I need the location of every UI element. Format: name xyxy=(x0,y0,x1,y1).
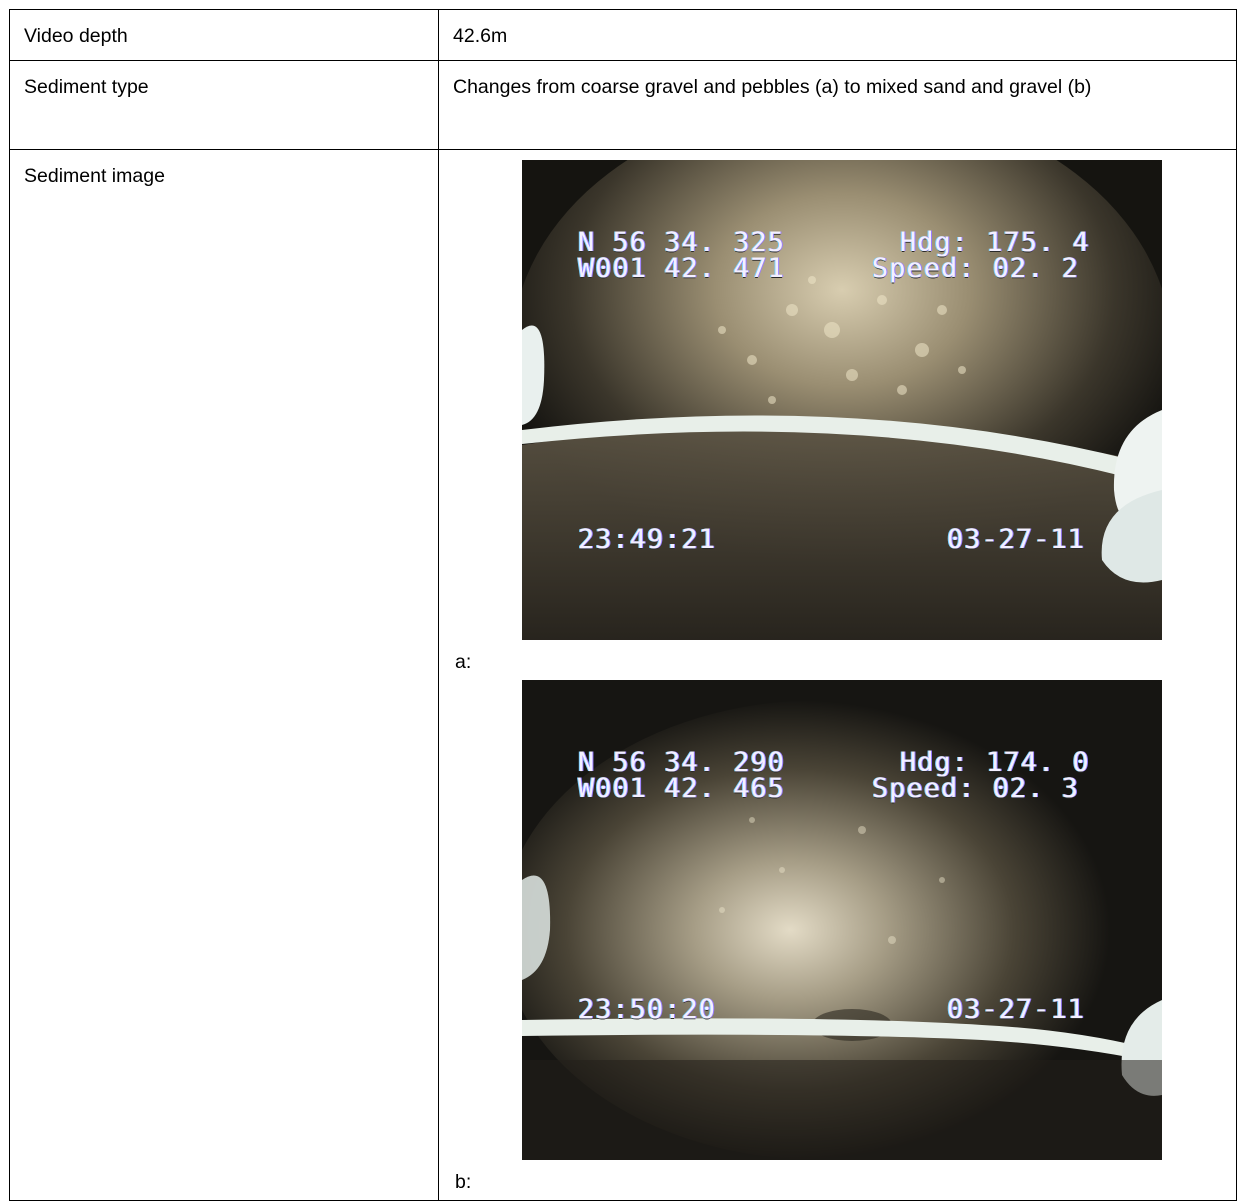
osd-time: 23:49:21 xyxy=(578,524,717,555)
osd-heading: Hdg: 175. 4 xyxy=(900,227,1090,258)
label-cell: Sediment image xyxy=(9,149,439,1201)
sediment-type-label: Sediment type xyxy=(24,76,149,98)
sediment-type-value: Changes from coarse gravel and pebbles (… xyxy=(453,76,1092,98)
value-cell: Changes from coarse gravel and pebbles (… xyxy=(438,60,1237,150)
osd-time: 23:50:20 xyxy=(578,994,717,1025)
caption-b: b: xyxy=(455,1171,472,1193)
video-depth-label: Video depth xyxy=(24,25,128,47)
seafloor-scene-a xyxy=(522,160,1162,640)
video-depth-value: 42.6m xyxy=(453,25,508,47)
row-sediment-image: Sediment image xyxy=(9,149,1237,1201)
osd-speed: Speed: 02. 2 xyxy=(872,253,1080,284)
osd-heading: Hdg: 174. 0 xyxy=(900,747,1090,778)
osd-date: 03-27-11 xyxy=(947,994,1086,1025)
label-cell: Video depth xyxy=(9,9,439,61)
label-cell: Sediment type xyxy=(9,60,439,150)
osd-longitude: W001 42. 471 xyxy=(578,253,786,284)
osd-speed: Speed: 02. 3 xyxy=(872,773,1080,804)
caption-a: a: xyxy=(455,651,472,673)
osd-date: 03-27-11 xyxy=(947,524,1086,555)
osd-latitude: N 56 34. 325 xyxy=(578,227,786,258)
value-cell: 42.6m xyxy=(438,9,1237,61)
osd-longitude: W001 42. 465 xyxy=(578,773,786,804)
sediment-image-label: Sediment image xyxy=(24,165,165,187)
image-cell: N 56 34. 325 W001 42. 471 Hdg: 175. 4 Sp… xyxy=(438,149,1237,1201)
sediment-table: Video depth 42.6m Sediment type Changes … xyxy=(9,9,1237,1201)
sediment-photo-a: N 56 34. 325 W001 42. 471 Hdg: 175. 4 Sp… xyxy=(522,160,1162,640)
sediment-photo-b: N 56 34. 290 W001 42. 465 Hdg: 174. 0 Sp… xyxy=(522,680,1162,1160)
osd-latitude: N 56 34. 290 xyxy=(578,747,786,778)
seafloor-scene-b xyxy=(522,680,1162,1160)
row-video-depth: Video depth 42.6m xyxy=(9,9,1237,61)
row-sediment-type: Sediment type Changes from coarse gravel… xyxy=(9,60,1237,150)
